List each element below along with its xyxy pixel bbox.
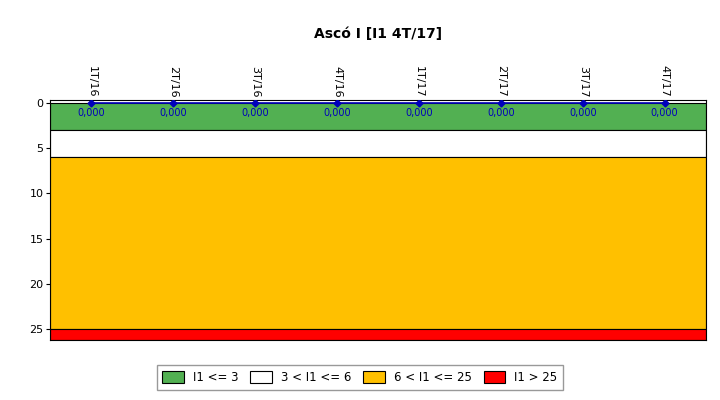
Legend: I1 <= 3, 3 < I1 <= 6, 6 < I1 <= 25, I1 > 25: I1 <= 3, 3 < I1 <= 6, 6 < I1 <= 25, I1 >…	[156, 365, 564, 390]
Bar	[50, 157, 706, 329]
Text: 0,000: 0,000	[323, 108, 351, 118]
Title: Ascó I [I1 4T/17]: Ascó I [I1 4T/17]	[314, 26, 442, 40]
Text: 0,000: 0,000	[159, 108, 187, 118]
Bar	[50, 130, 706, 157]
Text: 0,000: 0,000	[405, 108, 433, 118]
Text: 0,000: 0,000	[487, 108, 515, 118]
Text: 0,000: 0,000	[651, 108, 678, 118]
Bar	[50, 103, 706, 130]
Text: 0,000: 0,000	[241, 108, 269, 118]
Text: 0,000: 0,000	[569, 108, 597, 118]
Bar	[50, 329, 706, 340]
Text: 0,000: 0,000	[78, 108, 105, 118]
